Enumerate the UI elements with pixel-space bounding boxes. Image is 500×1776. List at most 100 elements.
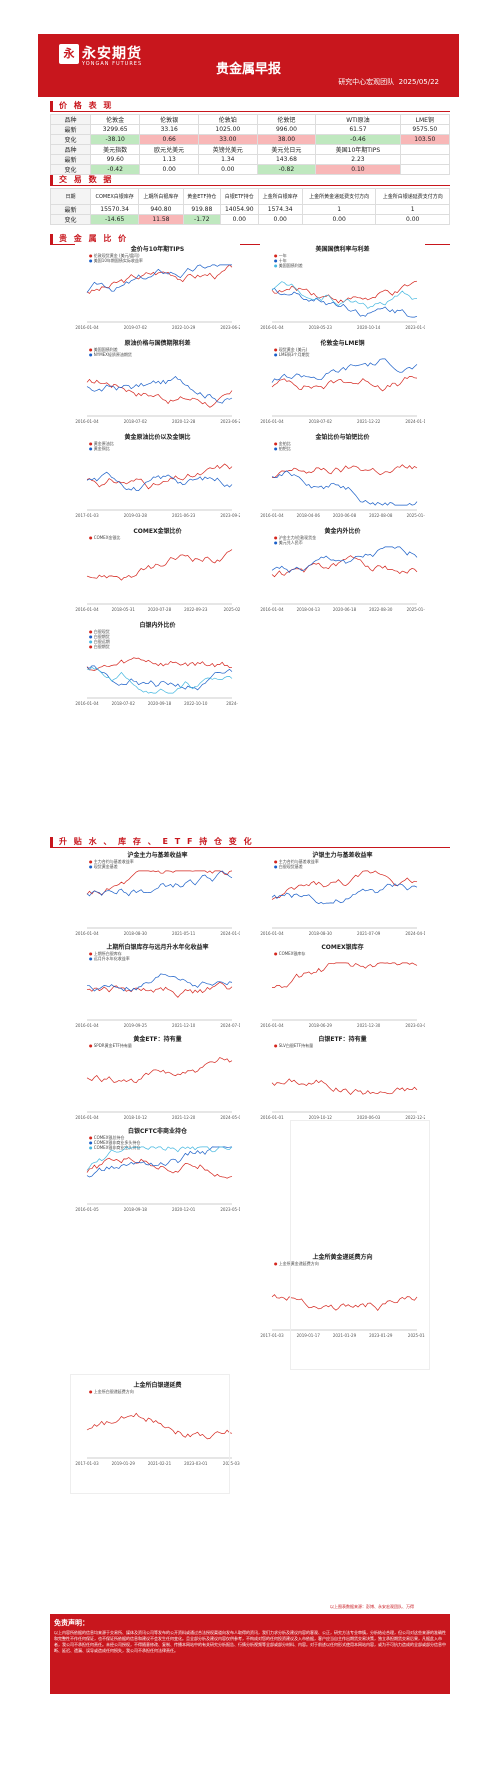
x-tick-label: 2025-02 bbox=[224, 607, 240, 612]
x-tick-label: 2020-12-01 bbox=[172, 1207, 196, 1212]
x-tick-label: 2016-01-04 bbox=[75, 1023, 99, 1028]
x-tick-label: 2023-09-21 bbox=[220, 513, 240, 518]
series-line bbox=[271, 470, 418, 506]
chart-legend-item: ● 一年 bbox=[274, 253, 287, 258]
chart-9: 白银内外比价 ● 白银现货 ● 白银期货 ● 白银远期 ● 白银期货 2016-01-04… bbox=[75, 620, 240, 710]
trade-table: 日期 COMEX白银库存 上期所白银库存 黄金ETF持仓 白银ETF持仓 上金所白银库存上… bbox=[50, 188, 450, 225]
chart-title: COMEX金银比价 bbox=[133, 528, 182, 535]
x-tick-label: 2016-01-04 bbox=[260, 931, 284, 936]
chart-legend-item: ● COMEX银非商业多头持仓 bbox=[89, 1140, 141, 1145]
series-line bbox=[271, 883, 418, 905]
x-tick-label: 2025-01-0 bbox=[407, 607, 425, 612]
disclaimer-text: 以上内容所依据的信息均来源于交易所、媒体及资讯公司等发布的公开资料或通过合法授权… bbox=[54, 1630, 446, 1653]
x-tick-label: 2022-12-29 bbox=[405, 1115, 425, 1120]
chart-legend-item: ● LME铜3个月期货 bbox=[274, 352, 310, 357]
x-tick-label: 2017-01-03 bbox=[75, 1461, 99, 1466]
chart-4: 伦敦金与LME铜 ● 现货黄金 (美元) ● LME铜3个月期货 2016-01-04… bbox=[260, 338, 425, 428]
chart-title: 白银内外比价 bbox=[139, 622, 176, 629]
table-cell: 1.34 bbox=[198, 154, 258, 165]
series-line bbox=[271, 555, 418, 578]
row-label: 变化 bbox=[50, 134, 91, 145]
chart-10: 沪金主力与基差收益率 ● 主力合约与基差收益率 ● 现货黄金基差 2016-01-04… bbox=[75, 850, 240, 940]
chart-title: 黄金ETF：持有量 bbox=[133, 1036, 182, 1043]
table-cell: COMEX白银库存 bbox=[89, 188, 140, 205]
series-line bbox=[86, 1412, 233, 1440]
chart-legend-item: ● 白银现货基差 bbox=[274, 864, 303, 869]
x-tick-label: 2018-08-30 bbox=[309, 931, 333, 936]
table-cell: 0.00 bbox=[257, 214, 303, 225]
chart-legend-item: ● COMEX金银比 bbox=[89, 535, 121, 540]
x-tick-label: 2021-12-30 bbox=[357, 1023, 381, 1028]
table-cell: -0.42 bbox=[89, 164, 141, 175]
row-label: 品种 bbox=[50, 114, 91, 125]
x-tick-label: 2023-01-08 bbox=[405, 325, 425, 330]
table-cell: 3299.65 bbox=[89, 124, 141, 135]
table-cell: 11.58 bbox=[138, 214, 184, 225]
row-label: 最新 bbox=[50, 124, 91, 135]
chart-15: 白银ETF：持有量 ● SLV白银ETF持有量 2016-01-01 2019-10-… bbox=[260, 1034, 425, 1124]
x-tick-label: 2016-01-05 bbox=[75, 1207, 99, 1212]
x-tick-label: 2024-01-18 bbox=[405, 419, 425, 424]
x-tick-label: 2016-01-04 bbox=[260, 419, 284, 424]
table-cell: 1574.34 bbox=[257, 204, 303, 215]
chart-8: 黄金内外比价 ● 沪金主力/伦敦现货金 ● 美元兑人民币 2016-01-04 2018… bbox=[260, 526, 425, 616]
table-cell bbox=[399, 164, 451, 175]
chart-title: 伦敦金与LME铜 bbox=[320, 340, 365, 347]
price-table: 品种 伦敦金 伦敦银 伦敦铂 伦敦钯 WTI原油 LME铜 最新 3299.65 33.16 102… bbox=[50, 114, 451, 175]
chart-legend-item: ● 铂钯比 bbox=[274, 446, 291, 451]
series-line bbox=[86, 870, 233, 895]
x-tick-label: 2024-07-19 bbox=[220, 1023, 240, 1028]
x-tick-label: 2024-04-15 bbox=[405, 931, 425, 936]
chart-12: 上期所白银库存与远月升水年化收益率 ● 上期所白银库存 ● 远月升水年化收益率 201… bbox=[75, 942, 240, 1032]
table-cell: 0.00 bbox=[301, 214, 377, 225]
x-tick-label: 2021-12-10 bbox=[172, 1023, 196, 1028]
section-ratio: 贵 金 属 比 价 bbox=[50, 233, 450, 245]
x-tick-label: 2016-01-04 bbox=[75, 607, 99, 612]
x-tick-label: 2020-06-08 bbox=[333, 513, 357, 518]
empty-panel bbox=[290, 1120, 430, 1370]
empty-panel bbox=[70, 1374, 230, 1494]
table-cell: 99.60 bbox=[89, 154, 141, 165]
x-tick-label: 2024- bbox=[226, 701, 238, 706]
series-line bbox=[271, 376, 418, 392]
table-cell: -14.65 bbox=[89, 214, 140, 225]
x-tick-label: 2018-08-30 bbox=[124, 931, 148, 936]
table-row: 最新 15570.34 940.80 919.88 14054.90 1574.34 1 1 bbox=[50, 204, 450, 215]
series-line bbox=[86, 1146, 233, 1178]
series-line bbox=[271, 962, 418, 988]
x-tick-label: 2017-01-03 bbox=[260, 1333, 284, 1338]
x-tick-label: 2016-01-04 bbox=[260, 325, 284, 330]
x-tick-label: 2024-01-09 bbox=[220, 931, 240, 936]
table-cell: 0.00 bbox=[139, 164, 199, 175]
series-line bbox=[271, 464, 418, 478]
x-tick-label: 2019-03-28 bbox=[124, 513, 148, 518]
table-cell: 919.88 bbox=[182, 204, 222, 215]
table-cell: 61.57 bbox=[315, 124, 401, 135]
chart-legend-item: ● SPDR黄金ETF持有量 bbox=[89, 1043, 132, 1048]
chart-legend-item: ● 沪金主力/伦敦现货金 bbox=[274, 535, 317, 540]
chart-plot: 2016-01-04 2018-05-23 2020-10-14 2023-01-08 bbox=[260, 280, 425, 330]
x-tick-label: 2022-09-23 bbox=[184, 607, 208, 612]
table-cell: -38.10 bbox=[89, 134, 141, 145]
table-cell bbox=[399, 144, 451, 155]
series-line bbox=[86, 471, 233, 491]
series-line bbox=[87, 973, 233, 992]
chart-legend-item: ● 上金所黄金递延费方向 bbox=[274, 1261, 319, 1266]
x-tick-label: 2020-07-28 bbox=[148, 607, 172, 612]
chart-plot: 2016-01-04 2018-07-02 2021-12-22 2024-01-18 bbox=[260, 358, 425, 424]
table-cell: 白银ETF持仓 bbox=[220, 188, 259, 205]
series-line bbox=[271, 1078, 418, 1096]
table-cell: 上金所白银递延费支付方向 bbox=[375, 188, 450, 205]
table-cell: 940.80 bbox=[138, 204, 184, 215]
table-row: 品种 伦敦金 伦敦银 伦敦铂 伦敦钯 WTI原油 LME铜 bbox=[50, 114, 451, 125]
table-cell: 996.00 bbox=[256, 124, 317, 135]
table-cell: 0.00 bbox=[375, 214, 450, 225]
chart-title: 上期所白银库存与远月升水年化收益率 bbox=[106, 944, 209, 951]
chart-legend-item: ● 十年 bbox=[274, 258, 287, 263]
chart-plot: 2016-01-04 2018-07-02 2020-09-18 2022-10-10… bbox=[75, 657, 238, 706]
table-row: 变化 -0.42 0.00 0.00 -0.82 0.10 bbox=[50, 164, 451, 175]
chart-7: COMEX金银比价 ● COMEX金银比 2016-01-04 2018-05-31 2… bbox=[75, 526, 240, 616]
x-tick-label: 2021-05-11 bbox=[172, 931, 196, 936]
chart-legend-item: ● 黄金铜比 bbox=[89, 446, 110, 451]
